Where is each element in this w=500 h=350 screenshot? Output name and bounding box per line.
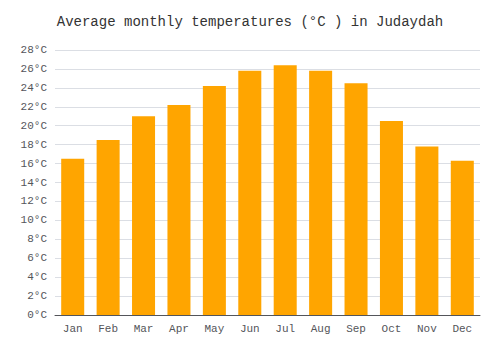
svg-text:Nov: Nov	[417, 323, 437, 335]
svg-text:0°C: 0°C	[27, 309, 47, 321]
svg-text:Jul: Jul	[275, 323, 295, 335]
svg-text:Oct: Oct	[382, 323, 402, 335]
svg-text:8°C: 8°C	[27, 233, 47, 245]
svg-text:24°C: 24°C	[21, 82, 48, 94]
svg-text:16°C: 16°C	[21, 158, 48, 170]
svg-text:Feb: Feb	[98, 323, 118, 335]
svg-text:18°C: 18°C	[21, 139, 48, 151]
svg-text:Mar: Mar	[134, 323, 154, 335]
svg-text:May: May	[204, 323, 224, 335]
svg-text:20°C: 20°C	[21, 120, 48, 132]
svg-text:6°C: 6°C	[27, 252, 47, 264]
svg-text:4°C: 4°C	[27, 271, 47, 283]
svg-text:12°C: 12°C	[21, 195, 48, 207]
svg-text:Jan: Jan	[63, 323, 83, 335]
svg-text:14°C: 14°C	[21, 177, 48, 189]
svg-text:Sep: Sep	[346, 323, 366, 335]
svg-text:22°C: 22°C	[21, 101, 48, 113]
svg-text:Dec: Dec	[452, 323, 472, 335]
svg-text:Average monthly temperatures (: Average monthly temperatures (°C ) in Ju…	[57, 14, 443, 30]
svg-text:28°C: 28°C	[21, 44, 48, 56]
svg-text:Apr: Apr	[169, 323, 189, 335]
svg-text:10°C: 10°C	[21, 214, 48, 226]
svg-text:Jun: Jun	[240, 323, 260, 335]
svg-text:26°C: 26°C	[21, 63, 48, 75]
svg-text:2°C: 2°C	[27, 290, 47, 302]
svg-text:Aug: Aug	[311, 323, 331, 335]
